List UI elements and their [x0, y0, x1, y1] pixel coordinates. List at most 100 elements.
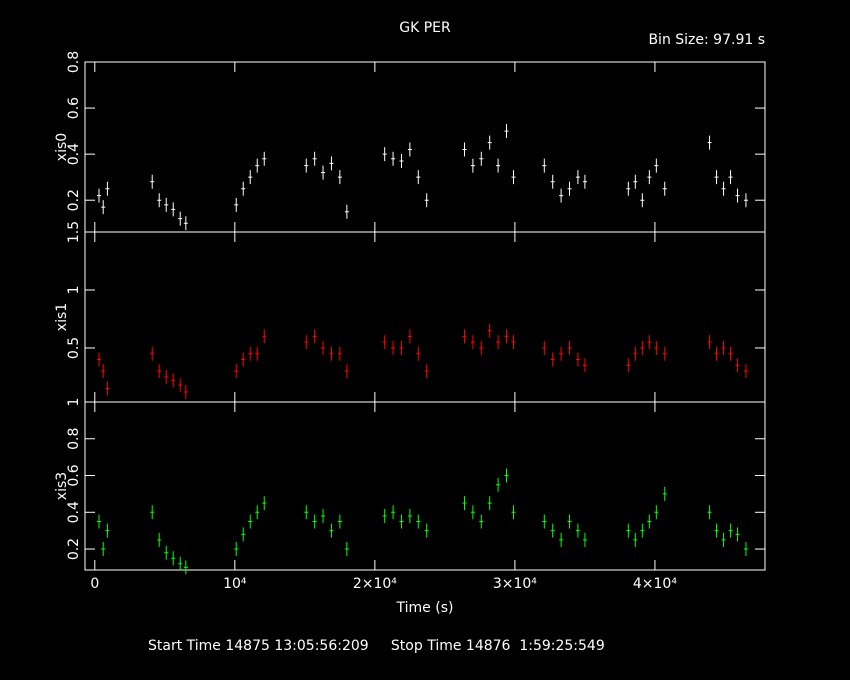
data-point [234, 542, 239, 557]
data-point [487, 323, 492, 338]
data-point [312, 514, 317, 529]
data-point [304, 505, 309, 520]
x-tick-label: 2×10⁴ [353, 576, 397, 592]
data-point [743, 193, 748, 208]
data-point [337, 346, 342, 361]
data-point [470, 505, 475, 520]
data-point [626, 358, 631, 373]
data-point [654, 158, 659, 173]
data-point [735, 188, 740, 203]
data-point [416, 346, 421, 361]
data-point [399, 514, 404, 529]
data-point [559, 188, 564, 203]
data-point [504, 329, 509, 344]
data-point [321, 340, 326, 355]
y-tick-label: 1 [66, 286, 82, 295]
data-point [640, 193, 645, 208]
y-tick-label: 1 [66, 398, 82, 407]
y-axis-label: xis0 [54, 133, 70, 161]
data-point [150, 346, 155, 361]
data-point [654, 505, 659, 520]
data-point [550, 174, 555, 189]
data-point [391, 340, 396, 355]
data-point [575, 523, 580, 538]
data-point [504, 468, 509, 483]
footer: Start Time 14875 13:05:56:209 Stop Time … [148, 638, 605, 654]
data-point [391, 505, 396, 520]
data-point [164, 369, 169, 384]
data-point [248, 170, 253, 185]
data-point [321, 508, 326, 523]
data-point [504, 124, 509, 139]
data-point [234, 197, 239, 212]
data-point [407, 142, 412, 157]
data-point [567, 514, 572, 529]
data-point [312, 329, 317, 344]
data-point [582, 174, 587, 189]
data-point [150, 505, 155, 520]
data-point [728, 346, 733, 361]
data-point [382, 335, 387, 350]
data-point [312, 151, 317, 166]
y-tick-label: 0.6 [66, 464, 82, 486]
data-point [157, 532, 162, 547]
data-point [640, 340, 645, 355]
data-point [329, 523, 334, 538]
data-point [542, 340, 547, 355]
data-point [337, 514, 342, 529]
data-point [633, 532, 638, 547]
data-point [479, 340, 484, 355]
data-point [462, 329, 467, 344]
data-point [329, 346, 334, 361]
data-point [329, 156, 334, 171]
data-point [662, 486, 667, 501]
data-point [626, 181, 631, 196]
y-tick-label: 0.6 [66, 97, 82, 119]
data-point [470, 335, 475, 350]
y-tick-label: 1.5 [66, 221, 82, 243]
data-point [721, 181, 726, 196]
data-point [662, 346, 667, 361]
y-tick-label: 0.8 [66, 51, 82, 73]
data-point [462, 496, 467, 511]
data-point [416, 514, 421, 529]
data-point [150, 174, 155, 189]
panel-frame [84, 401, 766, 571]
panel-frame [84, 231, 766, 403]
data-point [714, 346, 719, 361]
data-point [344, 204, 349, 219]
data-point [171, 551, 176, 566]
data-point [487, 135, 492, 150]
data-point [105, 381, 110, 396]
data-point [487, 496, 492, 511]
data-point [424, 193, 429, 208]
data-point [255, 505, 260, 520]
data-point [550, 523, 555, 538]
data-point [647, 170, 652, 185]
data-point [582, 532, 587, 547]
y-tick-label: 0.2 [66, 538, 82, 560]
data-point [424, 364, 429, 379]
y-tick-label: 0.2 [66, 189, 82, 211]
data-point [424, 523, 429, 538]
data-point [97, 352, 102, 367]
data-point [382, 508, 387, 523]
chart-title: GK PER [399, 20, 451, 36]
data-point [550, 352, 555, 367]
y-tick-label: 0.8 [66, 428, 82, 450]
data-point [304, 158, 309, 173]
panel-frame [84, 61, 766, 233]
data-point [105, 523, 110, 538]
data-point [321, 165, 326, 180]
data-point [157, 193, 162, 208]
data-point [262, 151, 267, 166]
data-point [164, 197, 169, 212]
data-point [626, 523, 631, 538]
data-point [743, 364, 748, 379]
data-point [721, 340, 726, 355]
data-point [721, 532, 726, 547]
data-point [407, 508, 412, 523]
y-tick-label: 0.4 [66, 501, 82, 523]
data-point [542, 158, 547, 173]
data-point [178, 556, 183, 571]
